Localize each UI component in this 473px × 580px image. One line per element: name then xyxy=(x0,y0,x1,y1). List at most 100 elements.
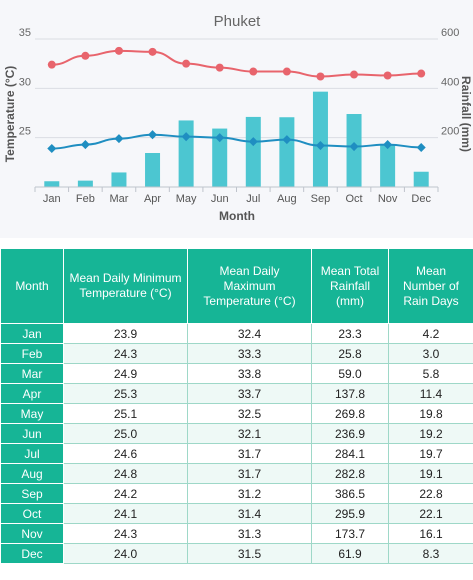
rainfall-cell: 269.8 xyxy=(311,403,389,424)
max-temp-cell: 31.5 xyxy=(187,543,312,564)
x-tick-label: Nov xyxy=(378,193,398,205)
x-tick-label: Oct xyxy=(345,193,362,205)
min-temp-cell: 25.0 xyxy=(63,423,188,444)
rainfall-cell: 137.8 xyxy=(311,383,389,404)
rainfall-bar xyxy=(245,116,261,187)
min-temp-cell: 24.1 xyxy=(63,503,188,524)
max-temp-point xyxy=(350,70,359,79)
x-tick-label: Jun xyxy=(211,193,229,205)
y-axis-left-title: Temperature (°C) xyxy=(3,66,17,163)
climate-chart-panel: 25 30 35 200 400 600 Jan Feb Mar Apr May Jun Jul Aug S… xyxy=(0,0,473,238)
rainfall-bar xyxy=(312,91,328,187)
max-temp-cell: 33.8 xyxy=(187,363,312,384)
table-row: Jun 25.0 32.1 236.9 19.2 xyxy=(0,423,473,444)
y-left-tick-label: 25 xyxy=(19,126,31,138)
min-temp-cell: 24.9 xyxy=(63,363,188,384)
rainfall-bar xyxy=(111,172,127,187)
month-cell: Jun xyxy=(0,423,64,444)
max-temp-cell: 31.3 xyxy=(187,523,312,544)
table-row: Apr 25.3 33.7 137.8 11.4 xyxy=(0,383,473,404)
month-cell: Mar xyxy=(0,363,64,384)
rainfall-bar xyxy=(145,153,161,187)
max-temp-point xyxy=(383,71,392,80)
table-row: Sep 24.2 31.2 386.5 22.8 xyxy=(0,483,473,504)
header-max-temp: Mean Daily Maximum Temperature (°C) xyxy=(187,248,312,324)
rainfall-cell: 282.8 xyxy=(311,463,389,484)
y-left-tick-label: 30 xyxy=(19,76,31,88)
min-temp-cell: 24.2 xyxy=(63,483,188,504)
y-right-tick-label: 400 xyxy=(441,76,459,88)
min-temp-cell: 25.3 xyxy=(63,383,188,404)
header-rain-days: Mean Number of Rain Days xyxy=(388,248,473,324)
rain-days-cell: 19.2 xyxy=(388,423,473,444)
max-temp-point xyxy=(249,67,258,76)
min-temp-cell: 24.3 xyxy=(63,523,188,544)
table-row: Feb 24.3 33.3 25.8 3.0 xyxy=(0,343,473,364)
table-row: Jan 23.9 32.4 23.3 4.2 xyxy=(0,323,473,344)
x-tick-label: Jul xyxy=(246,193,260,205)
month-cell: May xyxy=(0,403,64,424)
x-tick-label: Feb xyxy=(76,193,95,205)
rainfall-cell: 59.0 xyxy=(311,363,389,384)
min-temp-cell: 23.9 xyxy=(63,323,188,344)
rainfall-bar xyxy=(178,120,194,187)
rainfall-cell: 23.3 xyxy=(311,323,389,344)
rainfall-cell: 173.7 xyxy=(311,523,389,544)
min-temp-cell: 24.3 xyxy=(63,343,188,364)
max-temp-cell: 31.7 xyxy=(187,463,312,484)
rainfall-cell: 386.5 xyxy=(311,483,389,504)
table-row: Aug 24.8 31.7 282.8 19.1 xyxy=(0,463,473,484)
climate-table: Month Mean Daily Minimum Temperature (°C… xyxy=(0,248,473,564)
max-temp-cell: 32.4 xyxy=(187,323,312,344)
month-cell: Oct xyxy=(0,503,64,524)
rainfall-bar xyxy=(380,144,396,187)
x-tick-label: Aug xyxy=(277,193,297,205)
rain-days-cell: 8.3 xyxy=(388,543,473,564)
rain-days-cell: 19.7 xyxy=(388,443,473,464)
rainfall-cell: 295.9 xyxy=(311,503,389,524)
climate-chart: 25 30 35 200 400 600 Jan Feb Mar Apr May Jun Jul Aug S… xyxy=(3,13,473,223)
rainfall-cell: 61.9 xyxy=(311,543,389,564)
chart-title: Phuket xyxy=(214,13,262,30)
table-row: Dec 24.0 31.5 61.9 8.3 xyxy=(0,543,473,564)
max-temp-cell: 31.2 xyxy=(187,483,312,504)
month-cell: Aug xyxy=(0,463,64,484)
rain-days-cell: 3.0 xyxy=(388,343,473,364)
rainfall-bar xyxy=(44,181,60,187)
table-row: Oct 24.1 31.4 295.9 22.1 xyxy=(0,503,473,524)
month-cell: Jul xyxy=(0,443,64,464)
rainfall-bar xyxy=(212,128,228,187)
rain-days-cell: 19.1 xyxy=(388,463,473,484)
max-temp-point xyxy=(81,51,90,60)
y-right-tick-label: 600 xyxy=(441,27,459,39)
rainfall-cell: 284.1 xyxy=(311,443,389,464)
y-axis-right-title: Rainfall (mm) xyxy=(459,76,473,152)
min-temp-line xyxy=(51,133,422,150)
max-temp-cell: 31.4 xyxy=(187,503,312,524)
x-tick-label: Apr xyxy=(144,193,161,205)
month-cell: Jan xyxy=(0,323,64,344)
month-cell: Sep xyxy=(0,483,64,504)
rain-days-cell: 4.2 xyxy=(388,323,473,344)
min-temp-point xyxy=(349,142,359,152)
x-axis-title: Month xyxy=(219,209,255,223)
rainfall-cell: 236.9 xyxy=(311,423,389,444)
y-left-tick-label: 35 xyxy=(19,27,31,39)
x-tick-label: Mar xyxy=(109,193,128,205)
header-min-temp: Mean Daily Minimum Temperature (°C) xyxy=(63,248,188,324)
x-tick-label: Sep xyxy=(311,193,331,205)
month-cell: Feb xyxy=(0,343,64,364)
rainfall-cell: 25.8 xyxy=(311,343,389,364)
min-temp-cell: 24.8 xyxy=(63,463,188,484)
max-temp-point xyxy=(148,47,157,56)
header-rainfall: Mean Total Rainfall (mm) xyxy=(311,248,389,324)
max-temp-point xyxy=(114,46,123,55)
min-temp-cell: 25.1 xyxy=(63,403,188,424)
table-row: Nov 24.3 31.3 173.7 16.1 xyxy=(0,523,473,544)
rainfall-bar xyxy=(279,117,295,187)
max-temp-cell: 33.3 xyxy=(187,343,312,364)
month-cell: Dec xyxy=(0,543,64,564)
rainfall-bar xyxy=(77,180,93,187)
table-row: Mar 24.9 33.8 59.0 5.8 xyxy=(0,363,473,384)
max-temp-point xyxy=(316,72,325,81)
